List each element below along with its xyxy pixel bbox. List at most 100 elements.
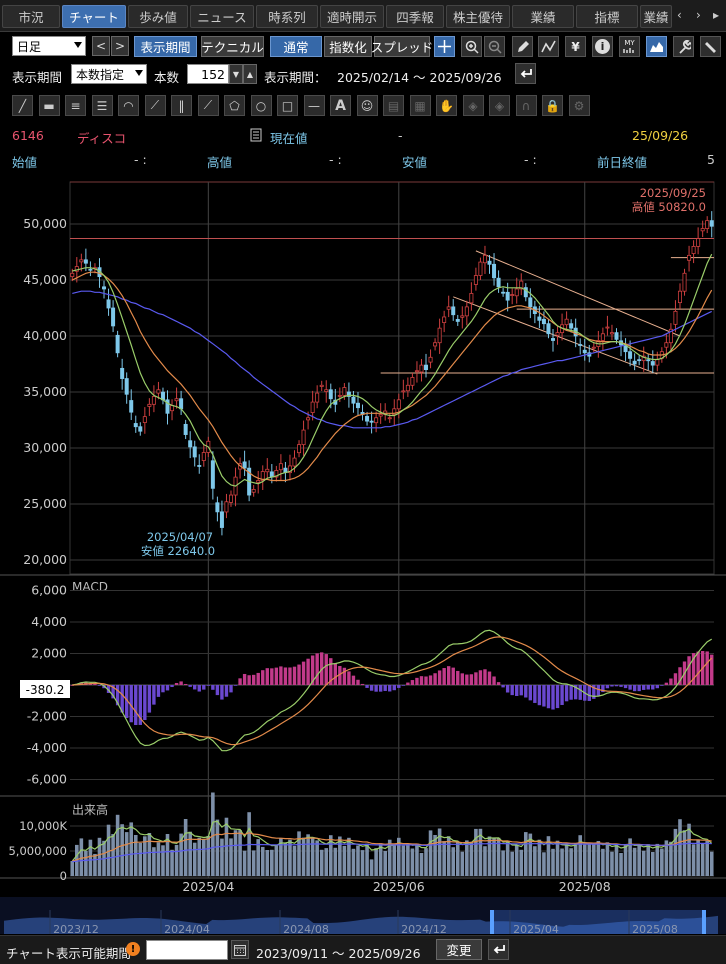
document-icon[interactable] — [250, 128, 262, 145]
macd-histogram-bar — [406, 682, 410, 685]
macd-histogram-bar — [610, 685, 614, 687]
technical-button[interactable]: テクニカル — [201, 36, 264, 57]
macd-histogram-bar — [93, 683, 97, 685]
volume-bar — [474, 828, 478, 876]
eraser-icon[interactable]: ◈ — [462, 95, 484, 116]
period-mode-select[interactable]: 本数指定 — [71, 64, 147, 84]
tab-6[interactable]: 四季報 — [386, 5, 444, 28]
crosshair-icon[interactable] — [434, 36, 455, 57]
macd-histogram-bar — [573, 685, 578, 700]
paste-icon[interactable]: ▦ — [409, 95, 431, 116]
tab-7[interactable]: 株主優待 — [446, 5, 510, 28]
settings-gear-icon[interactable]: ⚙ — [568, 95, 590, 116]
candle-body — [292, 457, 297, 467]
vertical-lines-icon[interactable]: ‖ — [171, 95, 192, 116]
copy-icon[interactable]: ▤ — [383, 95, 404, 116]
return-icon[interactable] — [515, 63, 536, 84]
candle-body — [165, 399, 170, 414]
zoom-in-icon[interactable] — [461, 36, 482, 57]
wrench-icon[interactable] — [673, 36, 694, 57]
scroll-right-icon[interactable]: ▸ — [713, 8, 720, 22]
tab-1[interactable]: チャート — [62, 5, 126, 28]
count-input[interactable]: 152 — [187, 64, 229, 84]
horizontal-lines-icon[interactable]: ≡ — [65, 95, 86, 116]
volume-bar — [465, 840, 469, 876]
candle-body — [401, 390, 406, 393]
hline-icon[interactable]: — — [303, 95, 325, 116]
yen-icon[interactable]: ¥ — [565, 36, 586, 57]
fibonacci-icon[interactable]: ☰ — [91, 95, 113, 116]
chevron-left-icon[interactable]: ‹ — [677, 8, 682, 22]
tab-10[interactable]: 業績 — [640, 5, 672, 28]
candle-body — [528, 297, 533, 308]
hand-icon[interactable]: ✋ — [436, 95, 457, 116]
macd-tick-label: -6,000 — [27, 772, 67, 787]
candle-body — [687, 254, 692, 261]
volume-bar — [533, 846, 537, 876]
pentagon-icon[interactable]: ⬠ — [224, 95, 245, 116]
area-chart-icon[interactable] — [646, 36, 667, 57]
candle-body — [700, 228, 705, 232]
tab-5[interactable]: 適時開示 — [320, 5, 384, 28]
candle-body — [505, 291, 510, 301]
tab-3[interactable]: ニュース — [190, 5, 254, 28]
spread-button[interactable]: スプレッド — [371, 36, 433, 57]
tab-8[interactable]: 業績 — [512, 5, 574, 28]
text-icon[interactable]: A — [330, 95, 351, 116]
volume-bar — [632, 847, 637, 876]
volume-bar — [111, 834, 115, 876]
candle-body — [133, 423, 138, 428]
macd-histogram-bar — [401, 685, 406, 686]
candle-body — [260, 471, 265, 481]
tab-9[interactable]: 指標 — [576, 5, 638, 28]
candle-body — [424, 364, 429, 370]
line-chart-icon[interactable] — [538, 36, 559, 57]
icon-stamp-icon[interactable]: ☺ — [356, 95, 378, 116]
prev-button[interactable]: < — [92, 36, 110, 56]
tab-0[interactable]: 市況 — [2, 5, 60, 28]
lock-icon[interactable]: 🔒 — [542, 95, 563, 116]
price-tick-label: 30,000 — [23, 440, 67, 455]
macd-histogram-bar — [156, 685, 161, 697]
ruler-icon[interactable]: ▬ — [38, 95, 60, 116]
macd-histogram-bar — [256, 672, 260, 685]
volume-bar — [483, 846, 487, 876]
change-button[interactable]: 変更 — [436, 939, 482, 960]
display-period-button[interactable]: 表示期間 — [134, 36, 197, 57]
pencil-icon[interactable] — [512, 36, 533, 57]
calendar-icon[interactable] — [231, 940, 249, 959]
settings-icon[interactable] — [700, 36, 721, 57]
arc-icon[interactable]: ◠ — [118, 95, 139, 116]
candle-body — [555, 332, 560, 336]
index-button[interactable]: 指数化 — [324, 36, 372, 57]
return-icon[interactable] — [488, 939, 509, 960]
rectangle-icon[interactable]: □ — [277, 95, 298, 116]
chart-area[interactable]: 50,000 45,000 40,000 35,000 30,000 25,000 20,0… — [0, 170, 726, 935]
gann-icon[interactable]: ⟋ — [197, 95, 219, 116]
my-chart-icon[interactable]: MY — [619, 36, 640, 57]
fan-icon[interactable]: ⟋ — [144, 95, 166, 116]
tab-2[interactable]: 歩み値 — [128, 5, 188, 28]
candle-body — [102, 286, 107, 290]
volume-bar — [75, 844, 79, 876]
trend-line-icon[interactable]: ╱ — [12, 95, 33, 116]
circle-icon[interactable]: ○ — [250, 95, 272, 116]
period-select[interactable]: 日足 — [12, 36, 86, 56]
tab-4[interactable]: 時系列 — [256, 5, 318, 28]
macd-histogram-bar — [188, 685, 192, 687]
zoom-out-icon[interactable] — [484, 36, 505, 57]
count-down-button[interactable]: ▼ — [229, 64, 243, 84]
count-up-button[interactable]: ▲ — [243, 64, 257, 84]
normal-button[interactable]: 通常 — [270, 36, 322, 57]
magnet-icon[interactable]: ∩ — [515, 95, 537, 116]
volume-bar — [460, 851, 465, 876]
candle-body — [179, 398, 184, 410]
candle-body — [355, 402, 360, 409]
price-tick-label: 25,000 — [23, 496, 67, 511]
chevron-right-icon[interactable]: › — [696, 8, 701, 22]
volume-bar — [297, 831, 301, 876]
footer-date-input[interactable] — [146, 940, 228, 960]
info-icon[interactable]: i — [592, 36, 613, 57]
next-button[interactable]: > — [111, 36, 129, 56]
erase-all-icon[interactable]: ◈ — [489, 95, 510, 116]
